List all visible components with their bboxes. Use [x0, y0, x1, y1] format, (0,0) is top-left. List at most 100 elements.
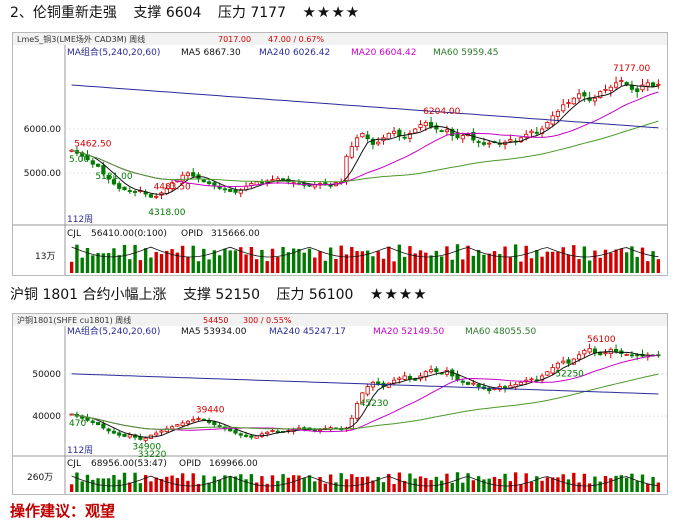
candle-body	[481, 142, 487, 145]
candle-body	[175, 424, 180, 427]
volume-bar	[117, 255, 121, 273]
candle-body	[127, 434, 132, 438]
volume-bar	[355, 251, 359, 273]
chart2-opid-value: 169966.00	[209, 459, 258, 469]
candle-body	[397, 129, 402, 137]
volume-bar	[540, 480, 544, 492]
candle-body	[106, 174, 111, 180]
section2-resistance: 压力 56100	[276, 287, 354, 303]
price-annotation: 5.00	[69, 155, 89, 165]
volume-bar	[529, 481, 534, 492]
candle-body	[365, 386, 370, 395]
ma5-line	[71, 351, 659, 438]
chart1-ma-group: MA组合(5,240,20,60)	[67, 46, 160, 58]
volume-bar	[228, 250, 232, 273]
volume-bar	[466, 245, 470, 273]
candle-body	[413, 128, 418, 134]
volume-bar	[593, 250, 597, 273]
volume-bar	[286, 477, 291, 492]
candle-body	[487, 142, 492, 145]
chart2-change: 300 / 0.55%	[243, 316, 292, 325]
volume-bar	[572, 472, 576, 492]
volume-bar	[276, 256, 280, 273]
chart2-symbol: 沪铜1801(SHFE cu1801) 周线	[17, 315, 131, 325]
chart2-cjl-value: 68956.00(53:47)	[91, 459, 167, 469]
candle-body	[243, 434, 249, 437]
candle-body	[117, 432, 122, 436]
volume-bar	[180, 245, 185, 273]
chart1-ma60-legend: MA60 5959.45	[433, 48, 498, 58]
volume-bar	[413, 478, 417, 492]
volume-bar	[540, 256, 544, 273]
volume-bar	[455, 472, 460, 492]
volume-bar	[133, 244, 137, 273]
volume-bar	[339, 473, 343, 492]
volume-bar	[609, 478, 613, 492]
volume-bar	[307, 475, 312, 492]
candle-body	[455, 133, 460, 139]
candle-body	[122, 433, 127, 437]
candle-body	[238, 433, 243, 436]
candle-body	[608, 86, 613, 92]
shfe-copper-chart: 沪铜1801(SHFE cu1801) 周线 54450 300 / 0.55%…	[12, 313, 668, 495]
volume-bar	[635, 256, 639, 273]
candle-body	[640, 84, 645, 91]
volume-bar	[318, 251, 322, 273]
candle-body	[201, 179, 206, 183]
volume-bar	[106, 478, 111, 492]
candle-body	[629, 85, 635, 90]
volume-bar	[350, 247, 354, 273]
candle-body	[95, 422, 101, 426]
candle-body	[212, 421, 217, 426]
ma5-line	[71, 84, 659, 195]
candle-body	[566, 359, 571, 364]
candle-body	[592, 348, 598, 354]
volume-bar	[545, 251, 550, 273]
candle-body	[191, 419, 196, 422]
candle-body	[265, 431, 270, 435]
volume-bar	[418, 250, 423, 273]
candle-body	[539, 375, 545, 381]
y-tick-label: 5000.00	[24, 169, 61, 179]
volume-bar	[656, 482, 661, 492]
volume-bar	[276, 480, 280, 492]
price-annotation: 5462.50	[74, 140, 111, 150]
candle-body	[169, 182, 175, 189]
y-tick-label: 6000.00	[24, 125, 61, 135]
candle-body	[180, 174, 185, 182]
volume-bar	[572, 245, 576, 273]
chart2-ma-group: MA组合(5,240,20,60)	[67, 325, 160, 337]
volume-bar	[365, 476, 370, 492]
candle-body	[518, 137, 524, 143]
candle-body	[524, 133, 529, 138]
candle-body	[407, 133, 413, 139]
candle-body	[228, 428, 233, 432]
price-annotation: 4483.50	[154, 183, 191, 193]
volume-bar	[445, 246, 449, 273]
volume-bar	[260, 476, 264, 492]
volume-bar	[260, 249, 264, 273]
volume-bar	[69, 261, 74, 273]
candle-body	[111, 430, 117, 434]
volume-bar	[328, 247, 333, 273]
candle-body	[106, 428, 111, 432]
volume-bar	[656, 259, 661, 273]
volume-bar	[529, 258, 534, 273]
chart1-ma240-legend: MA240 6026.42	[259, 48, 330, 58]
candle-body	[471, 382, 476, 385]
candle-body	[312, 184, 317, 188]
volume-bar	[112, 248, 116, 273]
volume-bar	[281, 246, 285, 273]
volume-bar	[503, 246, 507, 273]
volume-bar	[313, 257, 317, 273]
chart1-symbol: LmeS_铜3(LME场外 CAD3M) 周线	[17, 34, 145, 44]
volume-bar	[556, 477, 560, 492]
volume-bar	[196, 483, 201, 492]
volume-bar	[291, 475, 296, 492]
volume-bar	[387, 473, 391, 492]
volume-bar	[402, 256, 407, 273]
volume-bar	[323, 483, 328, 492]
candle-body	[254, 435, 259, 439]
candle-body	[603, 89, 608, 91]
candle-body	[444, 129, 450, 133]
